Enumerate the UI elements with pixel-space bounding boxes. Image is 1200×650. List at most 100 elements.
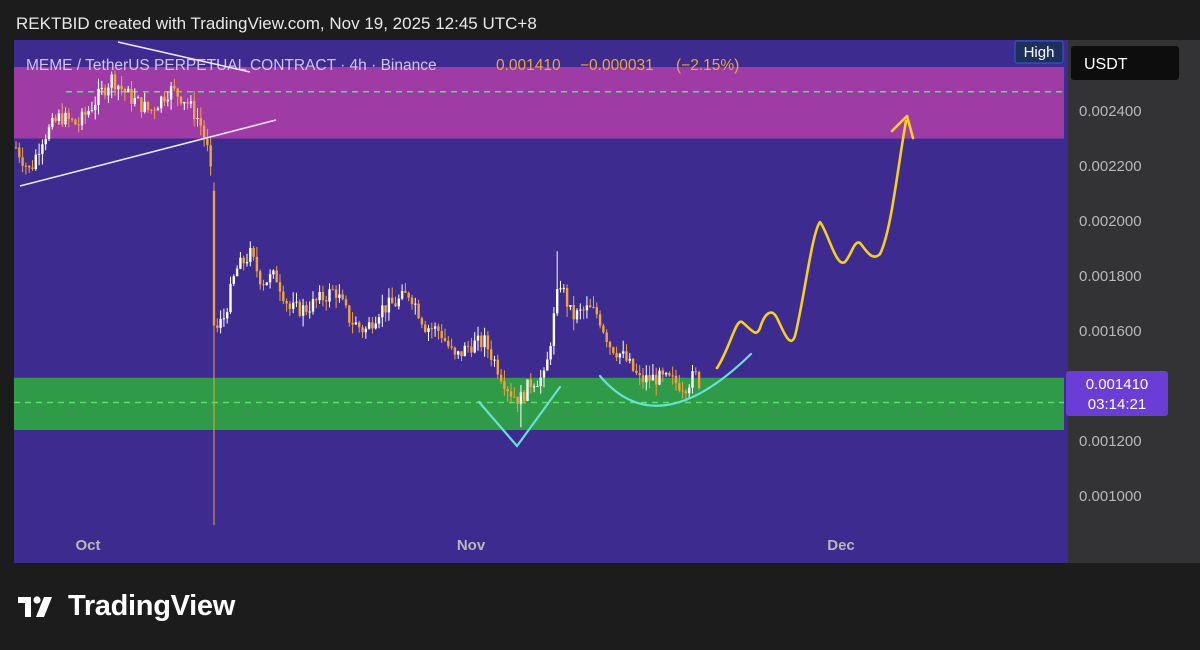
candle-body [536, 386, 539, 388]
candle-body [232, 276, 235, 284]
rounded-bottom-pattern [598, 352, 753, 407]
candle-body [506, 388, 509, 392]
candle-body [562, 287, 565, 289]
candle-body [684, 391, 688, 394]
candle-body [371, 322, 374, 329]
candle-body [173, 85, 176, 89]
candle-body [437, 326, 440, 331]
candle-body [44, 139, 47, 145]
candle-body [338, 294, 341, 298]
candle-body [612, 347, 615, 354]
candle-body [358, 322, 361, 328]
candle-body [447, 340, 450, 347]
candle-body [490, 349, 493, 360]
candle-body [288, 303, 292, 309]
candle-body [272, 270, 275, 275]
candle-body [206, 138, 209, 146]
candle-body [648, 375, 651, 381]
candle-body [268, 274, 272, 283]
candle-body [658, 370, 661, 385]
candle-body [239, 257, 242, 269]
price-tag-countdown: 03:14:21 [1088, 396, 1146, 413]
candle-body [252, 247, 255, 257]
high-badge[interactable]: High [1014, 40, 1064, 64]
candle-body [476, 335, 480, 341]
candle-body [156, 108, 160, 111]
candle-body [133, 97, 136, 104]
candle-body [694, 371, 697, 373]
tradingview-wordmark: TradingView [68, 590, 235, 622]
x-tick-label: Oct [75, 537, 100, 554]
candle-body [457, 351, 460, 355]
candle-body [351, 322, 354, 325]
tradingview-logo-icon [18, 595, 52, 617]
candle-body [100, 87, 103, 89]
candle-body [377, 317, 381, 324]
change-readout: −0.000031 [580, 57, 654, 74]
candle-body [186, 102, 189, 104]
y-axis-ticks: 0.002400 0.002200 0.002000 0.001800 0.001600… [1079, 103, 1142, 505]
y-tick-label: 0.001000 [1079, 488, 1142, 505]
candle-body [361, 327, 364, 333]
candle-body [397, 298, 400, 307]
candle-body [87, 110, 90, 115]
candle-body [582, 309, 585, 311]
candle-body [585, 305, 589, 311]
candle-body [569, 305, 572, 307]
currency-button[interactable]: USDT [1071, 46, 1179, 80]
candle-body [117, 85, 120, 90]
candle-body [608, 341, 612, 348]
price-axis-background [1068, 40, 1200, 563]
candle-body [325, 300, 328, 302]
candle-body [681, 390, 684, 392]
candle-body [605, 332, 608, 342]
candle-body [354, 322, 358, 325]
candle-body [556, 289, 559, 314]
candle-body [57, 113, 61, 122]
candle-body [308, 311, 311, 313]
v-bottom-pattern [477, 385, 562, 448]
candle-body [318, 291, 321, 301]
candle-body [460, 351, 463, 357]
candle-body [635, 370, 638, 373]
candle-body [295, 301, 298, 303]
candle-body [668, 372, 671, 376]
candle-body [499, 374, 503, 382]
candle-body [51, 117, 54, 128]
candle-body [641, 375, 645, 383]
candle-body [602, 325, 605, 333]
candle-body [592, 307, 595, 309]
candle-body [21, 157, 24, 166]
candle-body [463, 345, 466, 357]
x-tick-label: Dec [827, 537, 855, 554]
candle-body [364, 328, 367, 333]
candle-body [480, 335, 483, 348]
candle-body [638, 372, 641, 376]
candle-body [367, 322, 371, 329]
last-price-tag: 0.001410 03:14:21 [1066, 371, 1168, 416]
candle-body [150, 109, 153, 111]
candle-body [166, 99, 169, 102]
candle-body [328, 289, 331, 302]
candle-body [176, 88, 179, 97]
candle-body [671, 375, 674, 377]
candle-body [24, 165, 28, 167]
candle-body [196, 118, 199, 120]
candle-body [410, 297, 414, 305]
candle-body [391, 297, 394, 304]
candle-body [255, 256, 259, 272]
candle-body [542, 370, 546, 378]
candle-body [311, 299, 315, 312]
candle-body [41, 144, 44, 154]
candle-body [664, 372, 668, 375]
candle-body [84, 111, 87, 115]
candle-body [374, 323, 377, 329]
candle-body [645, 375, 648, 383]
candle-body [691, 371, 694, 388]
resistance-zone [14, 67, 1064, 139]
candle-body [179, 96, 183, 104]
candle-body [242, 257, 245, 264]
candle-body [315, 299, 318, 301]
candle-body [400, 290, 404, 299]
